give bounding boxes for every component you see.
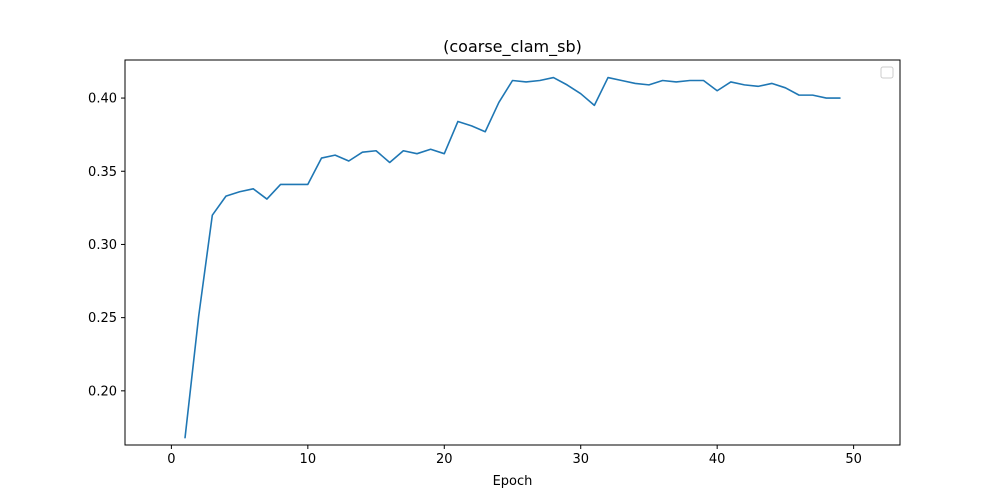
x-tick-label: 10 <box>300 452 317 467</box>
y-axis-ticks: 0.20 0.25 0.30 0.35 0.40 <box>88 92 125 399</box>
y-tick-label: 0.25 <box>88 311 117 326</box>
x-tick-label: 30 <box>572 452 589 467</box>
plot-area <box>125 60 900 445</box>
axes-frame <box>124 59 901 446</box>
x-tick-label: 40 <box>709 452 726 467</box>
y-tick-label: 0.20 <box>88 384 117 399</box>
x-axis-ticks: 0 10 20 30 40 50 <box>167 445 862 467</box>
x-tick-label: 20 <box>436 452 453 467</box>
y-tick-label: 0.35 <box>88 165 117 180</box>
x-axis-label: Epoch <box>493 474 533 489</box>
y-tick-label: 0.40 <box>88 92 117 107</box>
x-tick-label: 0 <box>167 452 175 467</box>
chart-title: (coarse_clam_sb) <box>443 37 582 57</box>
x-tick-label: 50 <box>845 452 862 467</box>
series-layer <box>184 76 841 439</box>
y-tick-label: 0.30 <box>88 238 117 253</box>
legend-box <box>880 66 894 79</box>
